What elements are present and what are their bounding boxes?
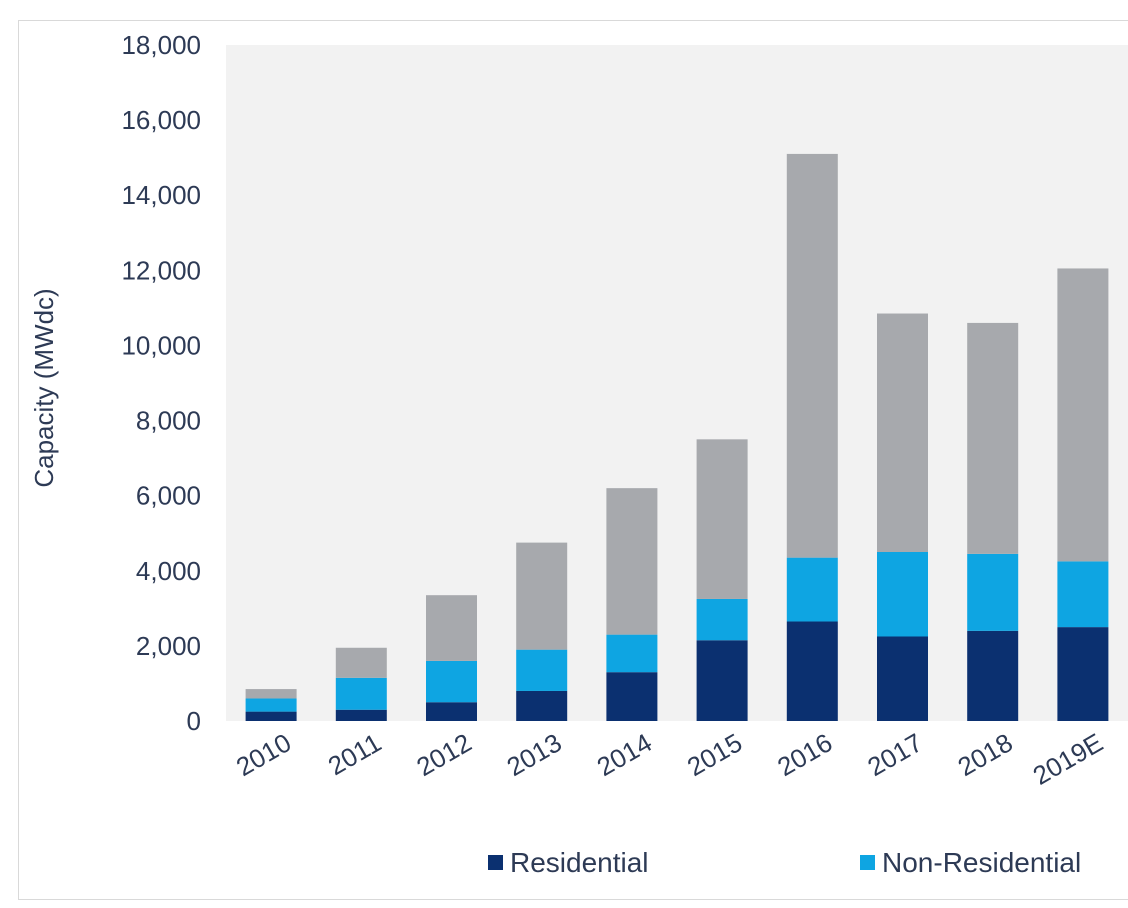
bar-segment-other-2014 [606,488,658,635]
bar-segment-residential-2019E [1057,627,1109,721]
bar-segment-non-residential-2017 [877,552,928,637]
y-axis-ticks: 0 2,000 4,000 6,000 8,000 10,000 12,000 14,000 1… [121,30,201,736]
bar-segment-other-2013 [516,542,568,650]
x-tick-label: 2017 [862,727,927,782]
legend-label-non-residential: Non-Residential [882,847,1081,878]
bar-segment-other-2016 [786,153,838,558]
bar-segment-non-residential-2012 [426,660,477,703]
x-tick-label: 2012 [411,727,476,782]
x-tick-label: 2014 [592,727,657,782]
bar-segment-non-residential-2018 [967,553,1019,631]
bar-segment-residential-2015 [696,640,748,721]
bar-segment-residential-2012 [426,702,477,721]
bar-segment-non-residential-2016 [786,557,838,622]
bar-segment-residential-2016 [786,621,838,721]
bar-segment-residential-2010 [245,711,297,721]
bar-segment-residential-2018 [967,630,1019,721]
bar-segment-non-residential-2013 [516,649,568,691]
x-axis-ticks: 2010 2011 2012 2013 2014 2015 2016 2017 2018 2019… [231,727,1108,791]
bar-segment-residential-2017 [877,636,928,721]
x-tick-label: 2016 [772,727,837,782]
bar-segment-non-residential-2019E [1057,561,1109,628]
y-tick-label: 4,000 [136,556,201,586]
y-axis-title: Capacity (MWdc) [29,288,59,487]
y-tick-label: 0 [187,706,201,736]
bar-segment-other-2012 [426,595,477,661]
bar-segment-other-2011 [335,647,387,678]
x-tick-label: 2013 [502,727,567,782]
bar-segment-non-residential-2015 [696,598,748,641]
bar-segment-non-residential-2014 [606,634,658,673]
legend: Residential Non-Residential [488,847,1081,878]
legend-swatch-residential [488,855,503,870]
legend-label-residential: Residential [510,847,649,878]
x-tick-label: 2018 [953,727,1018,782]
y-tick-label: 8,000 [136,406,201,436]
legend-swatch-non-residential [860,855,875,870]
x-tick-label: 2010 [231,727,296,782]
bar-segment-other-2018 [967,322,1019,554]
x-tick-label: 2011 [323,727,386,781]
bar-segment-residential-2011 [335,709,387,721]
y-tick-label: 2,000 [136,631,201,661]
x-tick-label: 2015 [682,727,747,782]
bar-segment-other-2019E [1057,268,1109,562]
y-tick-label: 10,000 [121,330,201,360]
y-tick-label: 18,000 [121,30,201,60]
y-tick-label: 12,000 [121,255,201,285]
bar-segment-other-2017 [877,313,928,552]
y-tick-label: 16,000 [121,105,201,135]
y-tick-label: 14,000 [121,180,201,210]
bar-group [245,153,1109,721]
bar-segment-non-residential-2011 [335,677,387,710]
bar-segment-residential-2013 [516,690,568,721]
bar-segment-non-residential-2010 [245,698,297,712]
x-tick-label: 2019E [1028,727,1108,791]
bar-segment-residential-2014 [606,672,658,721]
bar-segment-other-2015 [696,439,748,599]
bar-segment-other-2010 [245,689,297,699]
y-tick-label: 6,000 [136,481,201,511]
